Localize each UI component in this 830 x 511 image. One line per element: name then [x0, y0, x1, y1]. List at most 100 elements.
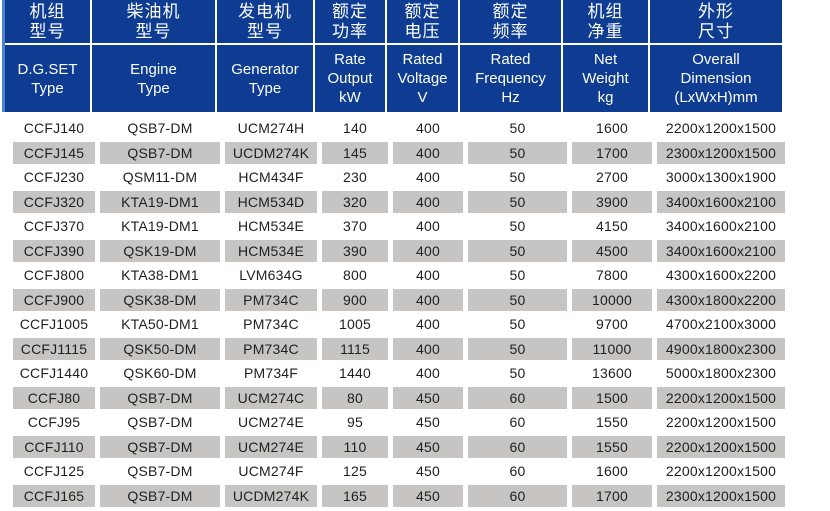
cell-generator-type: HCM534E [225, 239, 317, 262]
cell-rated-frequency: 50 [468, 215, 567, 237]
cell-rated-voltage: 450 [393, 484, 463, 507]
header-rated-frequency-en: Rated Frequency Hz [460, 45, 563, 112]
generator-spec-table: 机组 型号 柴油机 型号 发电机 型号 额定 功率 额定 电压 额定 频率 机组… [2, 0, 785, 509]
cell-rated-frequency: 50 [468, 264, 567, 286]
cell-overall-dimension: 3400x1600x2100 [657, 239, 785, 262]
cell-rated-voltage: 400 [393, 166, 463, 188]
cell-rate-output: 320 [322, 190, 388, 213]
cell-rate-output: 800 [322, 264, 388, 286]
cell-generator-type: UCM274C [225, 386, 317, 409]
header-edge-accent [2, 0, 5, 45]
cell-overall-dimension: 4900x1800x2300 [657, 337, 785, 360]
cell-rated-voltage: 400 [393, 362, 463, 384]
cell-net-weight: 1550 [572, 411, 652, 433]
header-overall-dimension-en: Overall Dimension (LxWxH)mm [650, 45, 782, 112]
cell-rated-frequency: 50 [468, 313, 567, 335]
header-rated-voltage-en: Rated Voltage V [387, 45, 460, 112]
cell-net-weight: 1550 [572, 435, 652, 458]
cell-rate-output: 1440 [322, 362, 388, 384]
cell-dgset-type: CCFJ1440 [13, 362, 95, 384]
cell-engine-type: QSK38-DM [100, 288, 220, 311]
cell-engine-type: KTA19-DM1 [100, 190, 220, 213]
cell-engine-type: QSB7-DM [100, 484, 220, 507]
cell-rated-frequency: 50 [468, 239, 567, 262]
cell-engine-type: KTA19-DM1 [100, 215, 220, 237]
header-dgset-type-zh: 机组 型号 [5, 0, 92, 45]
cell-rate-output: 1115 [322, 337, 388, 360]
cell-generator-type: PM734C [225, 337, 317, 360]
cell-engine-type: QSK19-DM [100, 239, 220, 262]
cell-generator-type: HCM534D [225, 190, 317, 213]
cell-rate-output: 125 [322, 460, 388, 482]
cell-rated-voltage: 400 [393, 337, 463, 360]
table-row: CCFJ800 KTA38-DM1 LVM634G 800 400 50 780… [13, 264, 785, 286]
cell-rated-voltage: 400 [393, 239, 463, 262]
cell-net-weight: 3900 [572, 190, 652, 213]
cell-rated-voltage: 450 [393, 460, 463, 482]
header-rated-voltage-zh: 额定 电压 [387, 0, 460, 45]
cell-rate-output: 80 [322, 386, 388, 409]
table-row: CCFJ230 QSM11-DM HCM434F 230 400 50 2700… [13, 166, 785, 188]
cell-generator-type: HCM534E [225, 215, 317, 237]
cell-rated-voltage: 400 [393, 190, 463, 213]
cell-rate-output: 1005 [322, 313, 388, 335]
cell-net-weight: 1600 [572, 117, 652, 139]
cell-rated-frequency: 50 [468, 337, 567, 360]
cell-engine-type: QSM11-DM [100, 166, 220, 188]
table-row: CCFJ1005 KTA50-DM1 PM734C 1005 400 50 97… [13, 313, 785, 335]
cell-rated-frequency: 60 [468, 411, 567, 433]
cell-generator-type: LVM634G [225, 264, 317, 286]
cell-rated-frequency: 60 [468, 386, 567, 409]
table-row: CCFJ1440 QSK60-DM PM734F 1440 400 50 136… [13, 362, 785, 384]
table-row: CCFJ95 QSB7-DM UCM274E 95 450 60 1550 22… [13, 411, 785, 433]
cell-net-weight: 11000 [572, 337, 652, 360]
cell-net-weight: 10000 [572, 288, 652, 311]
cell-overall-dimension: 2200x1200x1500 [657, 386, 785, 409]
table-row: CCFJ145 QSB7-DM UCDM274K 145 400 50 1700… [13, 141, 785, 164]
cell-rated-voltage: 400 [393, 288, 463, 311]
cell-rated-voltage: 400 [393, 264, 463, 286]
cell-generator-type: PM734F [225, 362, 317, 384]
header-generator-type-zh: 发电机 型号 [217, 0, 315, 45]
cell-engine-type: QSB7-DM [100, 460, 220, 482]
cell-net-weight: 1500 [572, 386, 652, 409]
table-header-en: D.G.SET Type Engine Type Generator Type … [2, 45, 785, 112]
cell-overall-dimension: 4300x1800x2200 [657, 288, 785, 311]
cell-net-weight: 4150 [572, 215, 652, 237]
cell-dgset-type: CCFJ80 [13, 386, 95, 409]
cell-rated-voltage: 450 [393, 386, 463, 409]
table-row: CCFJ390 QSK19-DM HCM534E 390 400 50 4500… [13, 239, 785, 262]
cell-generator-type: PM734C [225, 313, 317, 335]
table-row: CCFJ370 KTA19-DM1 HCM534E 370 400 50 415… [13, 215, 785, 237]
header-rated-frequency-zh: 额定 频率 [460, 0, 563, 45]
cell-dgset-type: CCFJ900 [13, 288, 95, 311]
cell-rate-output: 230 [322, 166, 388, 188]
table-row: CCFJ125 QSB7-DM UCM274F 125 450 60 1600 … [13, 460, 785, 482]
cell-overall-dimension: 5000x1800x2300 [657, 362, 785, 384]
cell-rate-output: 145 [322, 141, 388, 164]
cell-net-weight: 1700 [572, 141, 652, 164]
header-engine-type-en: Engine Type [92, 45, 217, 112]
cell-engine-type: QSB7-DM [100, 141, 220, 164]
cell-rated-voltage: 400 [393, 313, 463, 335]
cell-engine-type: QSB7-DM [100, 435, 220, 458]
table-row: CCFJ110 QSB7-DM UCM274E 110 450 60 1550 … [13, 435, 785, 458]
cell-generator-type: UCM274F [225, 460, 317, 482]
cell-dgset-type: CCFJ1005 [13, 313, 95, 335]
cell-engine-type: QSK50-DM [100, 337, 220, 360]
cell-net-weight: 7800 [572, 264, 652, 286]
header-rate-output-en: Rate Output kW [315, 45, 387, 112]
cell-rated-voltage: 450 [393, 411, 463, 433]
table-row: CCFJ900 QSK38-DM PM734C 900 400 50 10000… [13, 288, 785, 311]
cell-generator-type: HCM434F [225, 166, 317, 188]
cell-rated-voltage: 400 [393, 215, 463, 237]
cell-rated-frequency: 50 [468, 288, 567, 311]
cell-net-weight: 2700 [572, 166, 652, 188]
cell-overall-dimension: 4300x1600x2200 [657, 264, 785, 286]
cell-net-weight: 1600 [572, 460, 652, 482]
cell-rated-frequency: 60 [468, 484, 567, 507]
cell-dgset-type: CCFJ230 [13, 166, 95, 188]
cell-dgset-type: CCFJ370 [13, 215, 95, 237]
cell-rated-frequency: 50 [468, 190, 567, 213]
cell-engine-type: QSB7-DM [100, 411, 220, 433]
